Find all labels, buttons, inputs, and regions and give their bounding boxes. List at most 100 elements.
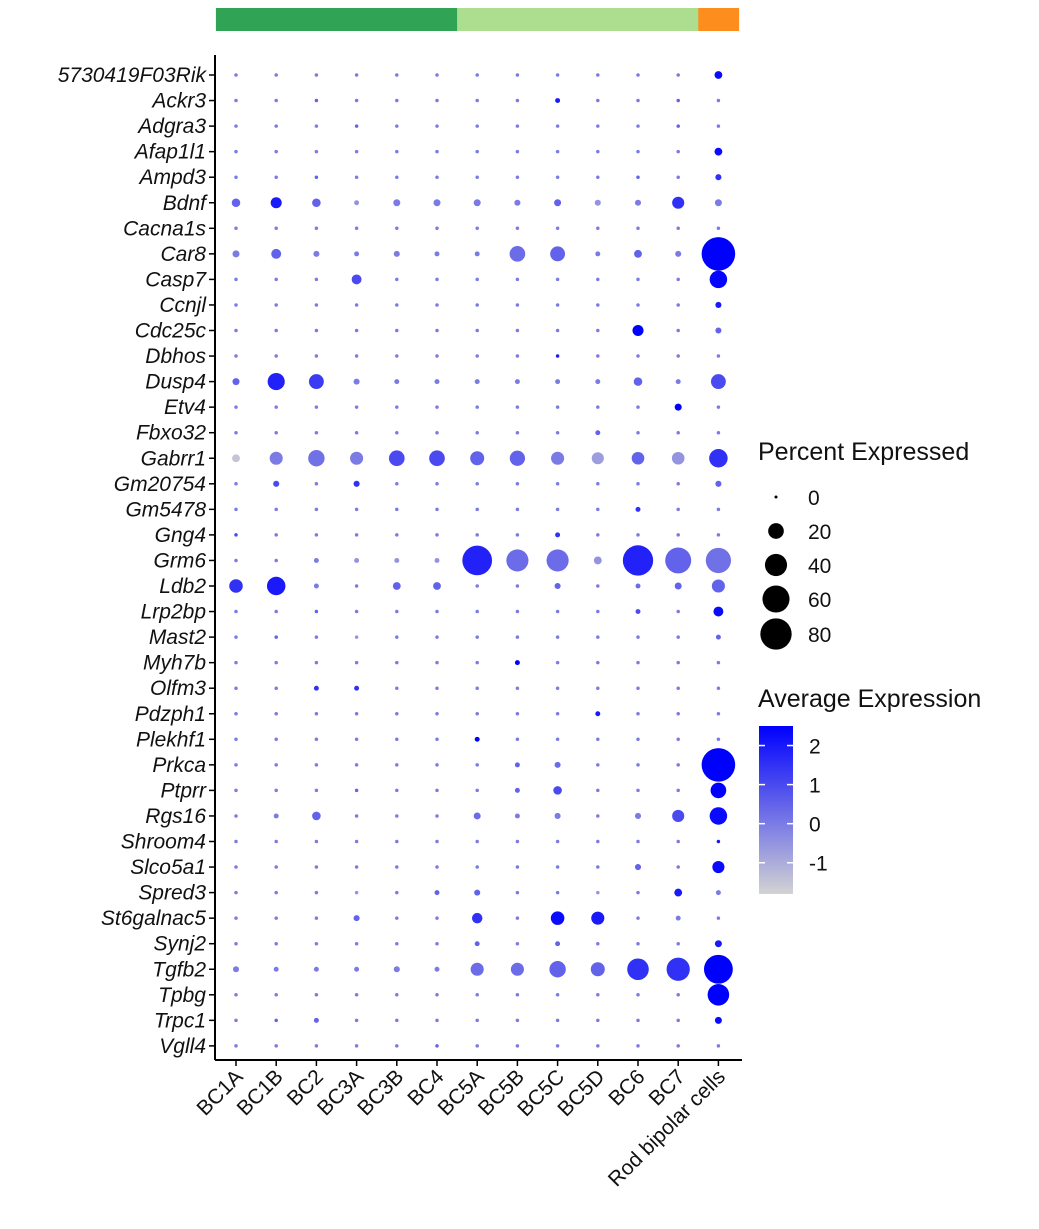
expression-dot	[715, 480, 722, 487]
expression-dot	[636, 405, 640, 409]
expression-dot	[234, 814, 238, 818]
expression-dot	[395, 609, 399, 614]
expression-dot	[676, 788, 680, 793]
expression-dot	[633, 377, 643, 386]
expression-dot	[515, 328, 520, 333]
expression-dot	[675, 915, 681, 921]
gene-label: Ptprr	[160, 779, 207, 802]
expression-dot	[676, 763, 680, 767]
expression-dot	[234, 1044, 238, 1048]
expression-dot	[435, 482, 439, 486]
expression-dot	[354, 1018, 359, 1023]
expression-dot	[596, 226, 600, 231]
expression-dot	[392, 582, 401, 590]
expression-dot	[314, 788, 319, 793]
expression-dot	[475, 660, 479, 665]
expression-dot	[627, 958, 649, 981]
expression-dot	[676, 430, 680, 435]
gene-label: Pdzph1	[135, 703, 206, 726]
expression-dot	[596, 328, 600, 333]
gene-label: Tpbg	[158, 984, 206, 1007]
gene-label: Gm20754	[114, 473, 206, 496]
expression-dot	[515, 303, 520, 307]
expression-dot	[676, 737, 680, 742]
expression-dot	[554, 199, 562, 207]
expression-dot	[433, 199, 441, 207]
expression-dot	[671, 451, 685, 465]
expression-dot	[716, 430, 721, 435]
expression-dot	[354, 966, 360, 972]
expression-dot	[515, 712, 520, 716]
expression-dot	[716, 1044, 721, 1048]
expression-dot	[634, 864, 642, 871]
expression-dot	[596, 763, 600, 767]
expression-dot	[515, 73, 520, 77]
expression-dot	[596, 890, 600, 895]
expression-dot	[435, 328, 439, 333]
expression-dot	[435, 226, 439, 231]
expression-dot	[636, 686, 640, 690]
gene-label: Dusp4	[145, 371, 206, 394]
expression-dot	[354, 175, 359, 179]
expression-dot	[354, 507, 359, 512]
group-bar-segment	[256, 8, 297, 31]
expression-dot	[274, 149, 278, 154]
expression-dot	[514, 762, 520, 768]
expression-dot	[554, 812, 561, 819]
expression-dot	[475, 73, 479, 77]
gene-label: Olfm3	[150, 677, 206, 700]
size-legend-label: 20	[808, 521, 831, 544]
gene-label: St6galnac5	[101, 907, 206, 930]
expression-dot	[314, 635, 319, 639]
expression-dot	[395, 149, 399, 154]
expression-dot	[274, 993, 278, 997]
expression-dot	[595, 430, 601, 436]
expression-dot	[555, 328, 560, 333]
expression-dot	[672, 809, 685, 823]
gene-label: Cacna1s	[123, 217, 206, 240]
expression-dot	[354, 941, 359, 946]
expression-dot	[636, 354, 640, 358]
expression-dot	[234, 635, 238, 639]
expression-dot	[596, 277, 600, 282]
color-legend-label: 0	[809, 814, 821, 837]
expression-dot	[314, 1044, 319, 1048]
expression-dot	[636, 277, 640, 282]
expression-dot	[596, 737, 600, 742]
expression-dot	[506, 549, 529, 572]
expression-dot	[716, 737, 721, 742]
gene-label: Gm5478	[125, 498, 206, 521]
expression-dot	[515, 890, 520, 895]
expression-dot	[515, 686, 520, 690]
expression-dot	[550, 246, 566, 262]
gene-label: Gabrr1	[141, 447, 206, 470]
expression-dot	[274, 405, 278, 409]
expression-dot	[636, 226, 640, 231]
expression-dot	[234, 686, 238, 690]
expression-dot	[274, 98, 278, 103]
expression-dot	[354, 712, 359, 716]
expression-dot	[395, 1044, 399, 1048]
expression-dot	[354, 98, 359, 103]
expression-dot	[395, 788, 399, 793]
size-legend-dot	[768, 523, 784, 539]
expression-dot	[515, 507, 520, 512]
expression-dot	[274, 788, 278, 793]
color-legend-title: Average Expression	[758, 685, 981, 713]
expression-dot	[314, 73, 319, 77]
expression-dot	[314, 890, 319, 895]
group-bar-segment	[336, 8, 378, 31]
expression-dot	[274, 507, 278, 512]
expression-dot	[435, 635, 439, 639]
expression-dot	[274, 660, 278, 665]
expression-dot	[676, 73, 680, 77]
expression-dot	[676, 993, 680, 997]
expression-dot	[274, 303, 278, 307]
expression-dot	[393, 966, 400, 973]
expression-dot	[354, 354, 359, 358]
expression-dot	[354, 200, 360, 206]
expression-dot	[555, 839, 560, 844]
cell-type-label: BC5D	[553, 1065, 609, 1121]
color-legend-label: -1	[809, 853, 828, 876]
expression-dot	[395, 941, 399, 946]
